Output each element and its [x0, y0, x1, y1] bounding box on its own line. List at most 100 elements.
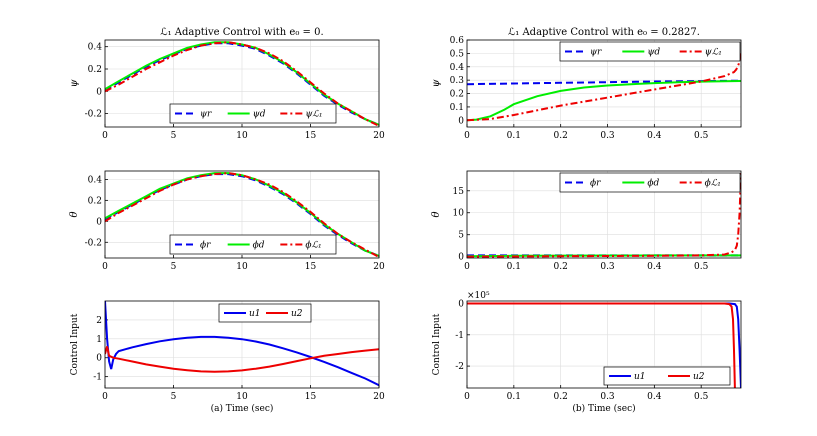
- y-tick-label: 0.4: [450, 63, 465, 73]
- chart-b3: 0 0.1 0.2 0.3 0.4 0.5 -2 -1 0 Control Input ×10⁵ (b…: [432, 291, 742, 414]
- legend-box: [559, 172, 741, 193]
- y-axis-label: ψ: [69, 79, 80, 87]
- y-tick-label: 0: [96, 354, 102, 364]
- x-tick-label: 0: [464, 131, 470, 141]
- series-line-green: [467, 80, 741, 122]
- y-tick-label: 0.2: [88, 65, 102, 75]
- chart-a1: 0 5 10 15 20 -0.2 0 0.2 0.4 ℒ₁ Adaptive Control w…: [69, 27, 385, 141]
- y-tick-label: -0.2: [85, 238, 102, 248]
- x-tick-label: 5: [171, 392, 177, 402]
- axes-frame: [104, 39, 380, 128]
- chart-a2: 0 5 10 15 20 -0.2 0 0.2 0.4 θ ϕr ϕd ϕℒ₁: [69, 170, 385, 272]
- legend: ψr ψd ψℒ₁: [559, 41, 741, 62]
- y-tick-label: 0.2: [88, 196, 102, 206]
- y-tick-label: -1: [455, 331, 464, 341]
- axes-frame: [104, 170, 380, 259]
- x-tick-label: 0.1: [507, 262, 521, 272]
- legend-label: ϕd: [253, 241, 265, 251]
- y-tick-label: 0.5: [450, 49, 465, 59]
- y-tick-label: 0.4: [88, 43, 103, 53]
- x-tick-label: 0.1: [507, 131, 521, 141]
- legend-label: ϕℒ₁: [705, 179, 721, 189]
- chart-title: ℒ₁ Adaptive Control with e₀ = 0.2827.: [508, 27, 700, 38]
- y-axis-label: ψ: [431, 79, 442, 87]
- x-tick-label: 15: [305, 392, 317, 402]
- x-tick-label: 0.1: [507, 392, 521, 402]
- y-axis-label: θ: [69, 211, 80, 217]
- legend-box: [559, 41, 741, 62]
- x-tick-label: 0.2: [554, 392, 568, 402]
- subfigure-caption: (a) Time (sec): [211, 403, 274, 414]
- series-line-red: [105, 346, 379, 373]
- y-tick-label: 0: [458, 116, 464, 126]
- chart-b1: 0 0.1 0.2 0.3 0.4 0.5 0 0.1 0.2 0.3 0.4 0.5 0.6 ℒ₁ Ad…: [431, 27, 742, 141]
- legend-label: ψd: [253, 110, 266, 120]
- legend-label: u1: [249, 309, 261, 319]
- y-tick-label: 0.1: [450, 103, 464, 113]
- axes-frame: [104, 300, 380, 389]
- x-tick-label: 0.4: [647, 392, 662, 402]
- series-line-red: [105, 172, 379, 258]
- x-tick-label: 20: [373, 262, 385, 272]
- y-tick-label: 2: [96, 316, 102, 326]
- y-tick-label: 15: [453, 187, 465, 197]
- legend-label: u2: [693, 372, 705, 382]
- x-tick-label: 0.5: [694, 392, 709, 402]
- y-tick-label: 0.4: [88, 175, 103, 185]
- y-tick-label: 0: [96, 217, 102, 227]
- legend-label: ϕr: [590, 179, 601, 189]
- legend-label: ψr: [200, 110, 212, 120]
- y-tick-label: -0.2: [85, 110, 102, 120]
- y-tick-label: 0: [458, 300, 464, 310]
- legend: u1 u2: [603, 366, 731, 386]
- x-tick-label: 5: [171, 262, 177, 272]
- x-tick-label: 0.3: [600, 131, 615, 141]
- axes-frame: [466, 300, 742, 389]
- legend-label: ψd: [647, 48, 660, 58]
- legend: ϕr ϕd ϕℒ₁: [559, 172, 741, 193]
- legend-label: ψr: [590, 48, 602, 58]
- legend-label: ψℒ₁: [705, 48, 722, 58]
- x-tick-label: 0.4: [647, 262, 662, 272]
- x-tick-label: 0: [102, 262, 108, 272]
- y-tick-label: -2: [455, 362, 464, 372]
- y-tick-label: -1: [93, 373, 102, 383]
- y-tick-label: 5: [458, 231, 464, 241]
- legend: u1 u2: [218, 303, 312, 323]
- chart-b2: 0 0.1 0.2 0.3 0.4 0.5 0 5 10 15 θ ϕr ϕd ϕℒ₁: [431, 170, 742, 272]
- y-tick-label: 0.3: [450, 76, 465, 86]
- x-tick-label: 0.4: [647, 131, 662, 141]
- legend-box: [603, 366, 731, 386]
- y-tick-label: 0.2: [450, 90, 464, 100]
- x-tick-label: 15: [305, 131, 317, 141]
- x-tick-label: 0.3: [600, 262, 615, 272]
- legend-box: [169, 103, 337, 124]
- y-tick-label: 10: [453, 209, 465, 219]
- x-tick-label: 0: [102, 392, 108, 402]
- x-tick-label: 0.2: [554, 262, 568, 272]
- x-tick-label: 0.3: [600, 392, 615, 402]
- x-tick-label: 0: [102, 131, 108, 141]
- x-tick-label: 20: [373, 392, 385, 402]
- subfigure-caption: (b) Time (sec): [572, 403, 635, 414]
- x-tick-label: 20: [373, 131, 385, 141]
- x-tick-label: 0: [464, 262, 470, 272]
- legend-label: u1: [634, 372, 646, 382]
- series-line-red: [467, 173, 741, 258]
- x-tick-label: 15: [305, 262, 317, 272]
- legend-label: u2: [291, 309, 303, 319]
- y-axis-label: Control Input: [432, 313, 442, 375]
- x-tick-label: 10: [236, 131, 248, 141]
- x-tick-label: 0.5: [694, 262, 709, 272]
- y-tick-label: 0: [96, 87, 102, 97]
- y-axis-label: θ: [431, 211, 442, 217]
- x-tick-label: 0.2: [554, 131, 568, 141]
- legend-label: ϕr: [200, 241, 211, 251]
- series-line-red: [467, 302, 736, 388]
- y-axis-label: Control Input: [70, 313, 80, 375]
- x-tick-label: 0.5: [694, 131, 709, 141]
- x-tick-label: 10: [236, 262, 248, 272]
- legend: ψr ψd ψℒ₁: [169, 103, 337, 124]
